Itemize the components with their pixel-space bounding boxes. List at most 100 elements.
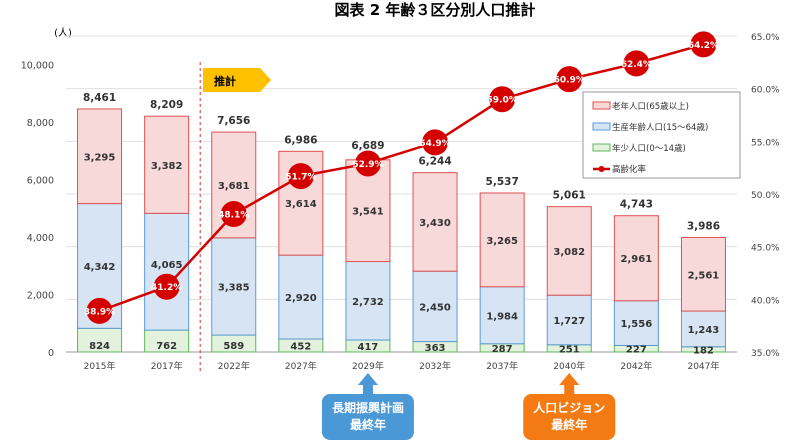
ratio-point <box>489 86 516 113</box>
legend-swatch <box>592 101 611 110</box>
callout-box <box>321 394 414 440</box>
ratio-label: 54.9% <box>419 139 450 149</box>
projection-tag <box>203 68 271 92</box>
bar-segment <box>546 294 592 346</box>
ratio-point <box>354 150 381 177</box>
x-tick-label: 2040年 <box>553 360 585 372</box>
y2-tick-label: 40.0% <box>751 296 780 306</box>
y-tick-label: 10,000 <box>21 61 54 72</box>
data-label: 287 <box>492 344 513 355</box>
data-label: 182 <box>693 345 714 356</box>
data-label: 1,243 <box>688 325 720 336</box>
x-tick-label: 2047年 <box>687 360 719 372</box>
bar-segment <box>546 206 592 296</box>
y2-tick-label: 60.0% <box>751 86 780 96</box>
chart-title: 図表 2 年齢３区分別人口推計 <box>335 1 536 19</box>
data-label: 1,727 <box>553 316 585 327</box>
bar-segment <box>680 236 726 312</box>
legend-label: 年少人口(0～14歳) <box>612 143 686 154</box>
ratio-label: 48.1% <box>218 211 249 221</box>
data-label: 417 <box>358 342 379 353</box>
total-label: 8,209 <box>150 99 183 111</box>
bar-segment <box>412 270 458 343</box>
x-tick-label: 2032年 <box>419 360 451 372</box>
arrow-up-icon <box>559 373 580 395</box>
projection-tag-label: 推計 <box>214 74 236 88</box>
ratio-point <box>86 297 113 324</box>
total-label: 6,986 <box>284 134 317 146</box>
total-label: 6,689 <box>351 140 384 152</box>
data-label: 3,614 <box>285 199 317 210</box>
bar-segment <box>77 108 123 205</box>
data-label: 4,065 <box>151 260 183 271</box>
data-label: 3,082 <box>553 247 585 258</box>
bar-segment <box>479 286 525 345</box>
data-label: 3,385 <box>218 282 250 293</box>
y2-tick-label: 35.0% <box>751 349 780 359</box>
bar-segment <box>412 172 458 272</box>
ratio-label: 59.0% <box>487 96 518 106</box>
x-tick-label: 2015年 <box>84 360 116 372</box>
total-label: 3,986 <box>687 220 720 232</box>
ratio-point <box>287 163 314 190</box>
ratio-point <box>422 129 449 156</box>
ratio-label: 62.4% <box>621 60 652 70</box>
x-tick-label: 2042年 <box>620 360 652 372</box>
data-label: 3,430 <box>419 218 451 229</box>
total-label: 8,461 <box>83 92 116 104</box>
y-axis-label: (人) <box>54 27 72 39</box>
data-label: 824 <box>89 341 110 352</box>
total-label: 5,537 <box>486 176 519 188</box>
ratio-point <box>153 273 180 300</box>
bar-segment <box>345 159 391 263</box>
total-label: 5,061 <box>553 190 586 202</box>
ratio-label: 38.9% <box>84 307 115 317</box>
data-label: 1,984 <box>486 311 518 322</box>
callout-text: 人口ビジョン <box>533 400 605 415</box>
data-label: 3,541 <box>352 207 384 218</box>
callout-box <box>523 394 616 440</box>
bar-segment <box>613 215 659 302</box>
ratio-point <box>556 66 583 93</box>
bar-segment <box>479 192 525 288</box>
data-label: 3,382 <box>151 161 183 172</box>
x-tick-label: 2022年 <box>218 360 250 372</box>
x-tick-label: 2029年 <box>352 360 384 372</box>
x-tick-label: 2017年 <box>151 360 183 372</box>
data-label: 2,732 <box>352 297 384 308</box>
ratio-label: 51.7% <box>285 173 316 183</box>
data-label: 3,265 <box>486 236 518 247</box>
legend-swatch <box>592 143 611 152</box>
data-label: 363 <box>425 343 446 354</box>
data-label: 2,920 <box>285 293 317 304</box>
legend: 老年人口(65歳以上) 生産年齢人口(15～64歳) 年少人口(0～14歳) 高齢化率 <box>582 91 741 179</box>
y-tick-label: 6,000 <box>27 176 54 187</box>
data-label: 4,342 <box>84 262 116 273</box>
total-label: 6,244 <box>418 156 451 168</box>
y-tick-label: 4,000 <box>27 233 54 244</box>
ratio-label: 64.2% <box>688 41 719 51</box>
y2-tick-label: 55.0% <box>751 138 780 148</box>
ratio-label: 52.9% <box>352 160 383 170</box>
callout-text: 最終年 <box>551 417 587 432</box>
total-label: 7,656 <box>217 115 250 127</box>
y-tick-label: 2,000 <box>27 291 54 302</box>
legend-label: 生産年齢人口(15～64歳) <box>612 122 708 133</box>
x-tick-label: 2037年 <box>486 360 518 372</box>
data-label: 227 <box>626 345 647 356</box>
data-label: 762 <box>156 341 177 352</box>
data-label: 1,556 <box>621 319 653 330</box>
data-label: 3,295 <box>84 152 116 163</box>
ratio-point <box>220 201 247 228</box>
y2-tick-label: 50.0% <box>751 191 780 201</box>
data-label: 2,450 <box>419 302 451 313</box>
y-tick-label: 8,000 <box>27 118 54 129</box>
bar-segment <box>211 237 257 336</box>
ratio-label: 41.2% <box>151 283 182 293</box>
data-label: 2,961 <box>621 254 653 265</box>
callout-text: 最終年 <box>350 417 386 432</box>
callout-text: 長期振興計画 <box>332 400 404 415</box>
data-label: 2,561 <box>688 270 720 281</box>
